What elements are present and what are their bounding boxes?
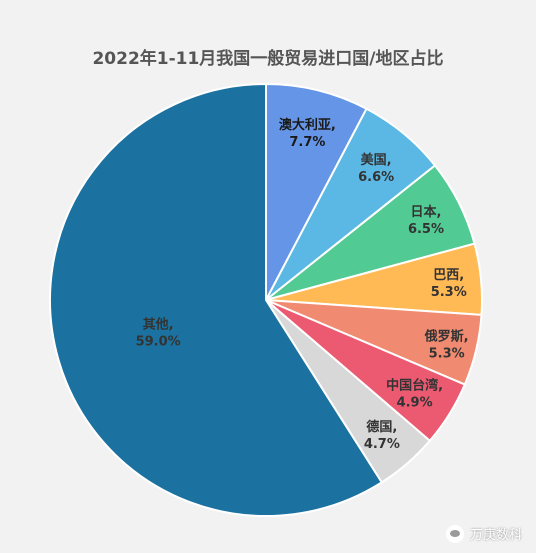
slice-label: 美国, <box>361 152 392 168</box>
chart-title: 2022年1-11月我国一般贸易进口国/地区占比 <box>92 49 444 69</box>
watermark-text: 万庚数科 <box>469 528 522 543</box>
watermark: 万庚数科 <box>445 524 522 543</box>
slice-value-label: 6.5% <box>408 222 444 237</box>
slice-label: 澳大利亚, <box>279 117 336 133</box>
pie-slice <box>265 82 368 301</box>
slice-value-label: 5.3% <box>431 285 467 300</box>
slice-value-label: 4.9% <box>397 395 433 410</box>
slice-value-label: 5.3% <box>429 346 465 361</box>
slice-label: 巴西, <box>433 268 464 283</box>
slice-label: 俄罗斯, <box>424 328 469 344</box>
slice-value-label: 4.7% <box>364 437 400 452</box>
slice-value-label: 6.6% <box>358 170 394 185</box>
wechat-icon <box>445 524 464 543</box>
pie-slice <box>49 82 384 517</box>
slice-label: 中国台湾, <box>386 377 443 393</box>
slice-value-label: 59.0% <box>136 334 181 349</box>
slice-value-label: 7.7% <box>289 135 325 150</box>
slice-label: 其他, <box>143 316 174 332</box>
slice-label: 日本, <box>411 204 442 220</box>
slice-label: 德国, <box>366 419 397 435</box>
